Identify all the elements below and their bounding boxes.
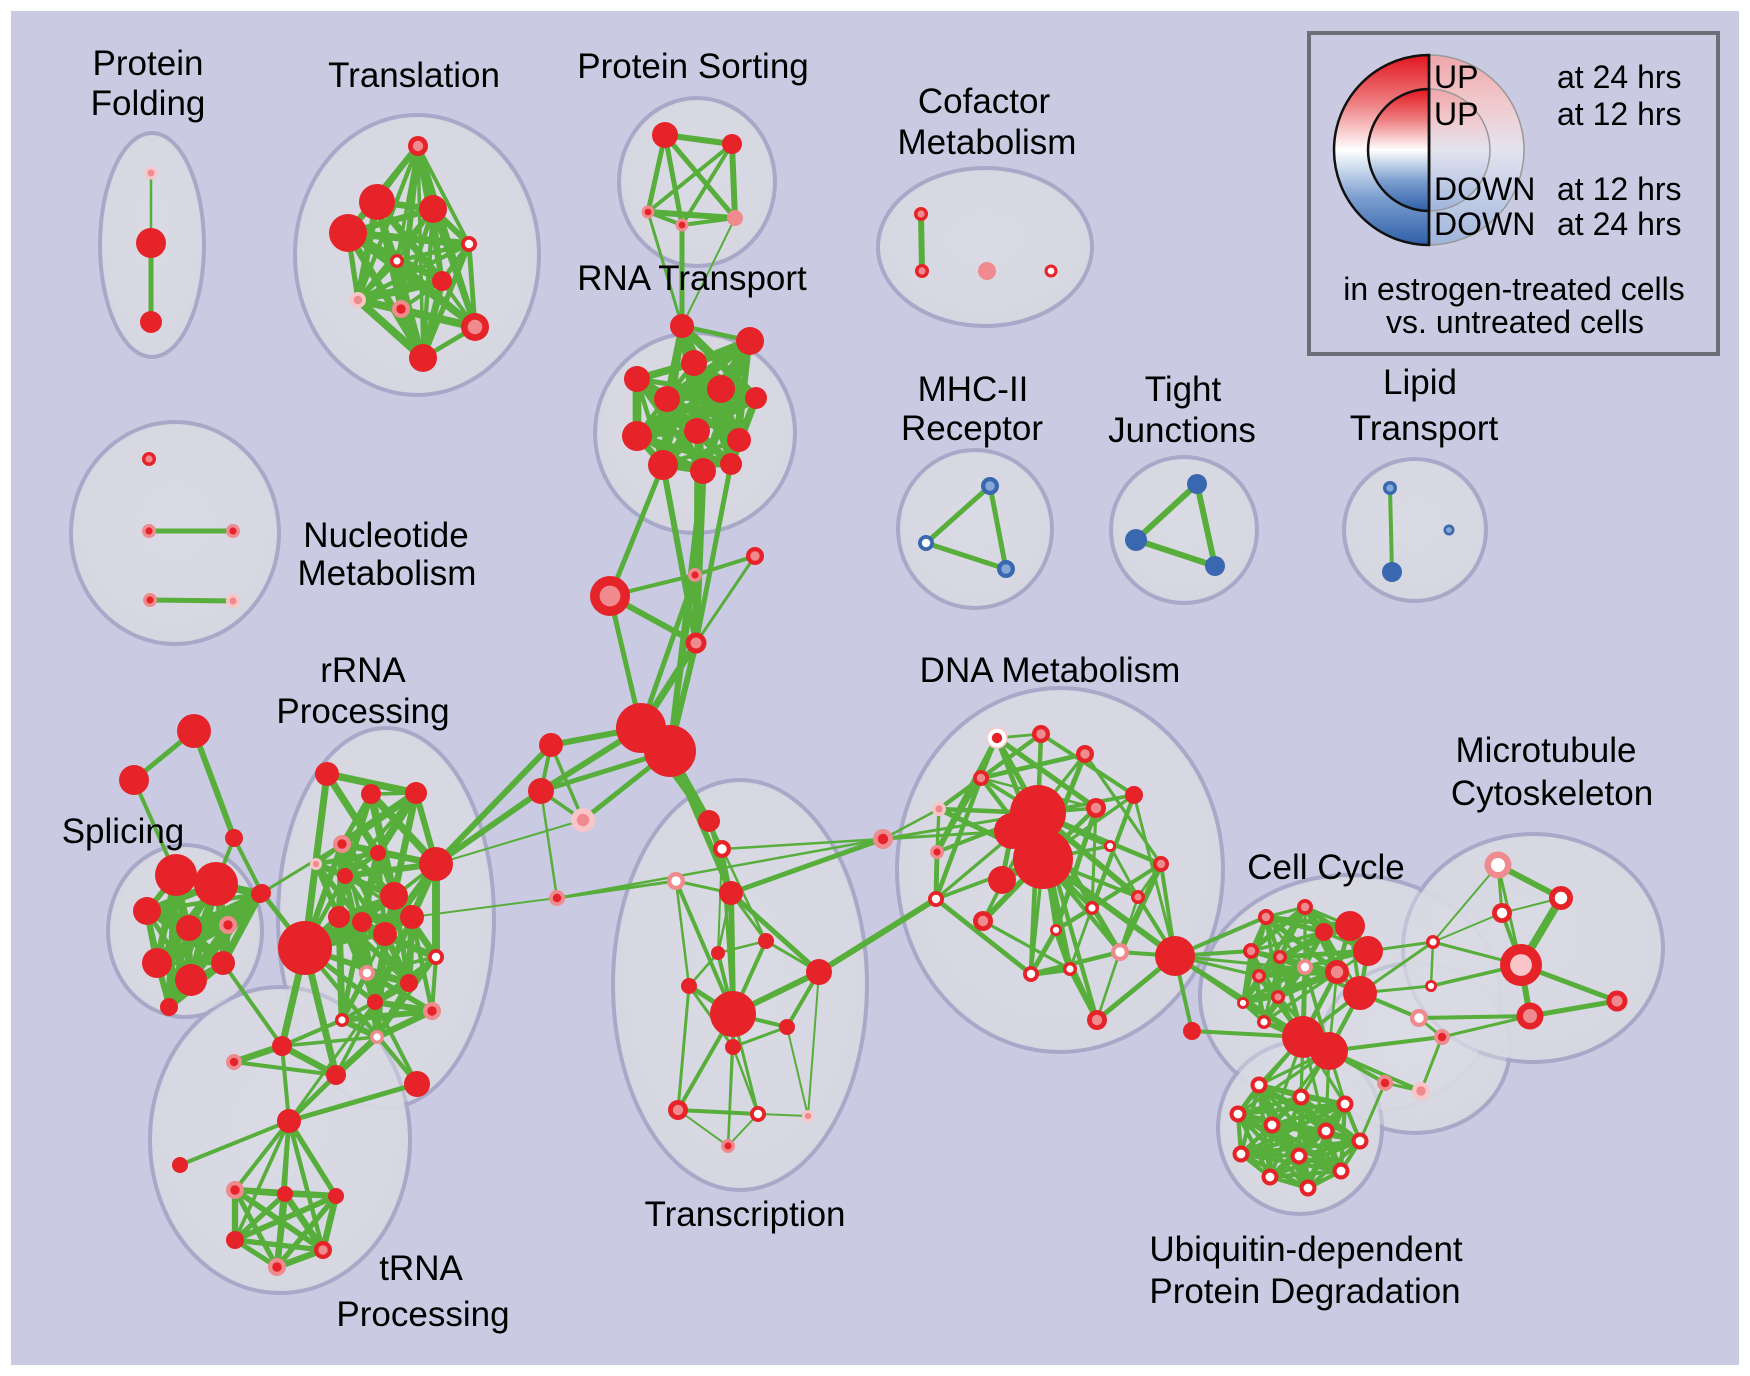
svg-text:at 12 hrs: at 12 hrs [1557, 96, 1682, 132]
svg-text:Ubiquitin-dependent: Ubiquitin-dependent [1149, 1230, 1463, 1269]
svg-text:at 24 hrs: at 24 hrs [1557, 206, 1682, 242]
svg-text:Cytoskeleton: Cytoskeleton [1451, 774, 1653, 813]
svg-text:Cofactor: Cofactor [918, 82, 1051, 121]
svg-text:Folding: Folding [91, 84, 206, 123]
svg-text:Receptor: Receptor [901, 409, 1043, 448]
svg-text:Processing: Processing [276, 692, 449, 731]
svg-text:MHC-II: MHC-II [918, 370, 1029, 409]
svg-text:UP: UP [1434, 59, 1478, 95]
svg-text:in estrogen-treated cells: in estrogen-treated cells [1343, 271, 1685, 307]
svg-text:at 12 hrs: at 12 hrs [1557, 171, 1682, 207]
svg-text:Cell Cycle: Cell Cycle [1247, 848, 1405, 887]
svg-text:DOWN: DOWN [1434, 206, 1535, 242]
svg-text:RNA Transport: RNA Transport [577, 259, 807, 298]
svg-text:UP: UP [1434, 96, 1478, 132]
svg-text:Junctions: Junctions [1108, 411, 1256, 450]
svg-text:Microtubule: Microtubule [1456, 731, 1637, 770]
svg-text:Transcription: Transcription [645, 1195, 846, 1234]
svg-text:Protein: Protein [93, 44, 204, 83]
svg-text:Splicing: Splicing [62, 812, 185, 851]
svg-text:Protein Sorting: Protein Sorting [577, 47, 809, 86]
svg-text:Processing: Processing [336, 1295, 509, 1334]
svg-text:Transport: Transport [1350, 409, 1499, 448]
svg-text:Nucleotide: Nucleotide [303, 516, 468, 555]
svg-text:Translation: Translation [328, 56, 500, 95]
svg-text:DOWN: DOWN [1434, 171, 1535, 207]
svg-text:rRNA: rRNA [320, 651, 406, 690]
svg-text:DNA Metabolism: DNA Metabolism [920, 651, 1181, 690]
svg-text:vs. untreated cells: vs. untreated cells [1386, 304, 1644, 340]
svg-text:Protein Degradation: Protein Degradation [1149, 1272, 1460, 1311]
svg-text:Lipid: Lipid [1383, 363, 1457, 402]
svg-text:Metabolism: Metabolism [898, 123, 1077, 162]
svg-text:tRNA: tRNA [379, 1249, 463, 1288]
svg-text:at 24 hrs: at 24 hrs [1557, 59, 1682, 95]
svg-text:Metabolism: Metabolism [298, 554, 477, 593]
svg-text:Tight: Tight [1145, 370, 1222, 409]
